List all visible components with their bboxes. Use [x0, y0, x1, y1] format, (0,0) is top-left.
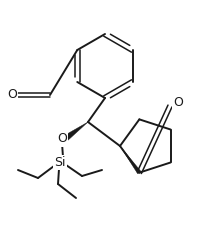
Polygon shape: [64, 122, 88, 140]
Polygon shape: [120, 146, 141, 174]
Text: O: O: [7, 89, 17, 102]
Text: O: O: [57, 133, 67, 145]
Text: O: O: [173, 96, 183, 109]
Text: Si: Si: [54, 155, 66, 169]
